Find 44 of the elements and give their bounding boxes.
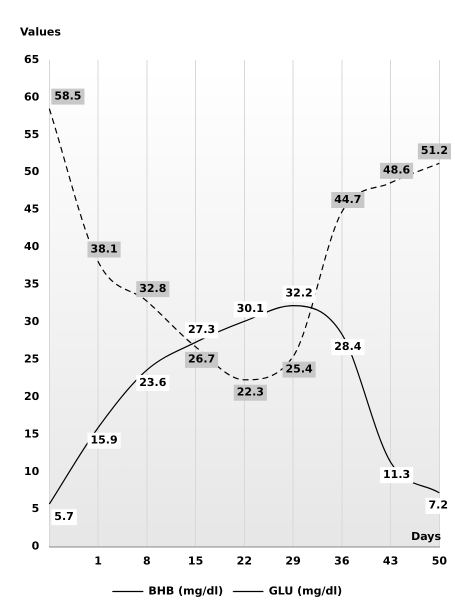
x-axis-title: Days [411,530,442,544]
y-tick-label: 20 [24,390,40,403]
data-label: 48.6 [383,164,411,177]
data-label: 15.9 [90,434,118,447]
data-label: 25.4 [286,362,313,376]
y-axis-title: Values [20,25,62,38]
data-label: 32.8 [139,282,166,296]
data-label: 22.3 [236,386,264,399]
y-tick-label: 30 [24,314,40,328]
y-tick-label: 0 [32,540,40,553]
y-tick-label: 15 [24,427,40,440]
data-label: 7.2 [428,498,448,512]
y-tick-label: 60 [24,90,40,104]
y-tick-label: 5 [32,502,40,516]
data-label: 28.4 [334,340,362,353]
x-tick-label: 15 [188,554,204,568]
y-tick-label: 35 [24,278,40,291]
x-tick-label: 8 [142,554,151,568]
data-label: 38.1 [90,242,118,256]
x-tick-label: 43 [382,554,398,568]
data-label: 11.3 [383,468,410,482]
data-label: 30.1 [236,302,264,316]
x-tick-label: 50 [432,554,448,568]
legend-label: BHB (mg/dl) [148,584,224,598]
x-tick-label: 1 [94,554,102,568]
data-label: 32.2 [286,286,313,300]
data-label: 23.6 [139,376,167,389]
y-tick-label: 25 [24,352,40,366]
x-tick-label: 22 [236,554,252,568]
data-label: 58.5 [54,90,82,103]
data-label: 27.3 [188,323,216,336]
y-tick-label: 45 [24,202,40,216]
data-label: 44.7 [334,192,362,206]
y-tick-label: 55 [24,128,40,141]
data-label: 5.7 [54,510,74,523]
x-tick-label: 36 [334,554,350,568]
y-tick-label: 50 [24,165,40,178]
y-tick-label: 65 [24,52,40,66]
y-tick-label: 10 [24,464,40,478]
y-tick-label: 40 [24,240,40,254]
data-label: 26.7 [188,352,216,366]
data-label: 51.2 [420,144,448,158]
x-tick-label: 29 [285,554,301,568]
legend-label: GLU (mg/dl) [268,584,342,598]
